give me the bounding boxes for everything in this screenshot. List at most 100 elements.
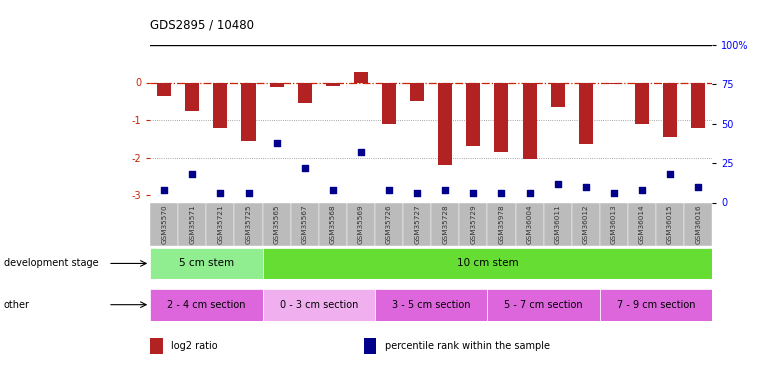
Text: 10 cm stem: 10 cm stem	[457, 258, 518, 268]
Bar	[363, 338, 376, 354]
Bar	[150, 248, 263, 279]
Text: other: other	[4, 300, 30, 310]
Bar	[263, 202, 291, 246]
Bar	[150, 289, 263, 321]
Point	[383, 187, 395, 193]
Bar	[319, 202, 347, 246]
Text: GSM36016: GSM36016	[695, 205, 701, 244]
Bar	[206, 202, 235, 246]
Text: GSM35565: GSM35565	[273, 205, 280, 244]
Bar	[544, 202, 572, 246]
Bar	[431, 202, 459, 246]
Bar	[263, 289, 375, 321]
Text: 5 - 7 cm section: 5 - 7 cm section	[504, 300, 583, 310]
Text: 5 cm stem: 5 cm stem	[179, 258, 234, 268]
Text: log2 ratio: log2 ratio	[171, 341, 218, 351]
Bar	[270, 82, 283, 87]
Text: GSM35721: GSM35721	[217, 205, 223, 244]
Point	[664, 171, 676, 177]
Bar	[628, 202, 656, 246]
Text: GSM36013: GSM36013	[611, 205, 617, 244]
Bar	[186, 82, 199, 111]
Point	[580, 184, 592, 190]
Text: GSM35570: GSM35570	[161, 205, 167, 244]
Bar	[579, 82, 593, 144]
Bar	[410, 82, 424, 101]
Point	[214, 190, 226, 196]
Bar	[179, 202, 206, 246]
Bar	[691, 82, 705, 128]
Text: GSM36015: GSM36015	[667, 205, 673, 244]
Bar	[663, 82, 677, 137]
Bar	[656, 202, 685, 246]
Point	[524, 190, 536, 196]
Bar	[494, 82, 508, 152]
Point	[158, 187, 170, 193]
Bar	[600, 289, 712, 321]
Point	[551, 181, 564, 187]
Point	[411, 190, 424, 196]
Bar	[382, 82, 396, 124]
Point	[243, 190, 255, 196]
Text: 7 - 9 cm section: 7 - 9 cm section	[617, 300, 695, 310]
Text: GSM35725: GSM35725	[246, 205, 252, 244]
Text: 3 - 5 cm section: 3 - 5 cm section	[392, 300, 470, 310]
Point	[270, 140, 283, 146]
Bar	[487, 289, 600, 321]
Text: development stage: development stage	[4, 258, 99, 268]
Text: GSM35569: GSM35569	[358, 205, 364, 244]
Point	[355, 149, 367, 155]
Text: GSM35568: GSM35568	[330, 205, 336, 244]
Bar	[298, 82, 312, 103]
Bar	[263, 248, 712, 279]
Text: GSM35571: GSM35571	[189, 205, 196, 244]
Text: GDS2895 / 10480: GDS2895 / 10480	[150, 19, 254, 32]
Bar	[571, 202, 600, 246]
Bar	[157, 82, 171, 96]
Bar	[467, 82, 480, 146]
Bar	[375, 202, 403, 246]
Text: GSM36004: GSM36004	[527, 205, 533, 244]
Bar	[459, 202, 487, 246]
Bar	[291, 202, 319, 246]
Point	[186, 171, 199, 177]
Point	[608, 190, 620, 196]
Bar	[487, 202, 516, 246]
Text: GSM35727: GSM35727	[414, 205, 420, 244]
Bar	[438, 82, 452, 165]
Bar	[516, 202, 544, 246]
Bar	[150, 202, 178, 246]
Bar	[354, 72, 368, 82]
Bar	[347, 202, 375, 246]
Bar	[213, 82, 227, 128]
Point	[326, 187, 339, 193]
Text: GSM35729: GSM35729	[470, 205, 477, 244]
Text: GSM36011: GSM36011	[554, 205, 561, 244]
Bar	[235, 202, 263, 246]
Bar	[551, 82, 564, 107]
Point	[636, 187, 648, 193]
Bar	[242, 82, 256, 141]
Bar	[607, 82, 621, 84]
Point	[692, 184, 705, 190]
Bar	[403, 202, 431, 246]
Point	[467, 190, 480, 196]
Point	[495, 190, 507, 196]
Bar	[635, 82, 649, 124]
Text: 0 - 3 cm section: 0 - 3 cm section	[280, 300, 358, 310]
Text: percentile rank within the sample: percentile rank within the sample	[384, 341, 550, 351]
Bar	[523, 82, 537, 159]
Bar	[150, 338, 162, 354]
Point	[439, 187, 451, 193]
Text: 2 - 4 cm section: 2 - 4 cm section	[167, 300, 246, 310]
Bar	[685, 202, 712, 246]
Text: GSM35728: GSM35728	[442, 205, 448, 244]
Text: GSM35567: GSM35567	[302, 205, 308, 244]
Bar	[375, 289, 487, 321]
Point	[299, 165, 311, 171]
Text: GSM36014: GSM36014	[639, 205, 645, 244]
Bar	[600, 202, 628, 246]
Bar	[326, 82, 340, 86]
Text: GSM36012: GSM36012	[583, 205, 589, 244]
Text: GSM35726: GSM35726	[386, 205, 392, 244]
